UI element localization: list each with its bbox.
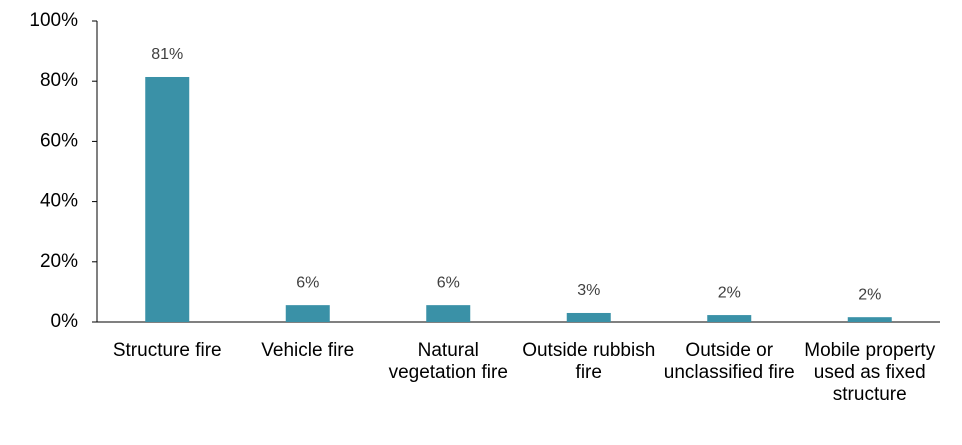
bar xyxy=(707,315,752,322)
y-tick-label: 40% xyxy=(40,191,78,212)
x-tick-label: Natural vegetation fire xyxy=(388,340,508,383)
x-tick-label: Structure fire xyxy=(112,340,222,361)
bar xyxy=(426,305,471,322)
bar xyxy=(145,76,190,323)
data-label: 2% xyxy=(858,286,881,303)
data-label: 81% xyxy=(151,46,183,63)
bar xyxy=(566,312,611,322)
x-tick-label: Outside or unclassified fire xyxy=(663,340,795,383)
y-tick-label: 100% xyxy=(29,10,78,31)
x-tick-label: Mobile property used as fixed structure xyxy=(804,340,936,405)
x-tick-label: Outside rubbish fire xyxy=(522,340,656,383)
y-tick-label: 80% xyxy=(40,70,78,91)
y-tick-label: 20% xyxy=(40,251,78,272)
y-tick-label: 0% xyxy=(51,311,79,332)
data-label: 3% xyxy=(577,282,600,299)
data-label: 6% xyxy=(296,274,319,291)
bar xyxy=(285,305,330,322)
data-label: 2% xyxy=(718,284,741,301)
data-label: 6% xyxy=(437,274,460,291)
bar xyxy=(847,317,892,322)
y-tick-label: 60% xyxy=(40,130,78,151)
x-tick-label: Vehicle fire xyxy=(261,340,355,361)
